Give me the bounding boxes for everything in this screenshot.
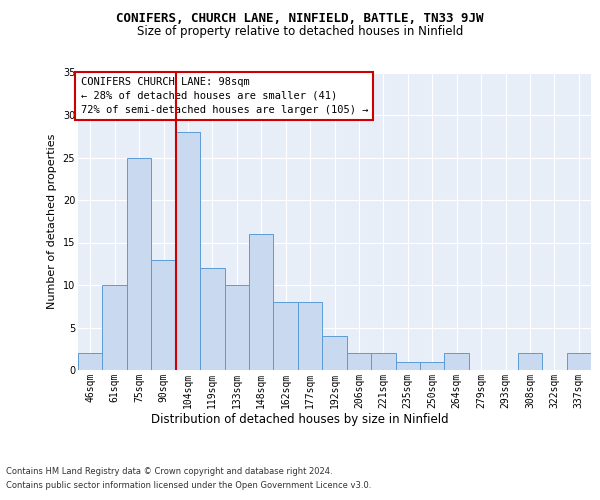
Bar [298,302,322,370]
Bar [371,353,395,370]
Text: Size of property relative to detached houses in Ninfield: Size of property relative to detached ho… [137,25,463,38]
Bar [395,362,420,370]
Bar [445,353,469,370]
Bar [78,353,103,370]
Bar [322,336,347,370]
Text: CONIFERS, CHURCH LANE, NINFIELD, BATTLE, TN33 9JW: CONIFERS, CHURCH LANE, NINFIELD, BATTLE,… [116,12,484,26]
Text: CONIFERS CHURCH LANE: 98sqm
← 28% of detached houses are smaller (41)
72% of sem: CONIFERS CHURCH LANE: 98sqm ← 28% of det… [80,77,368,115]
Bar [518,353,542,370]
Text: Contains HM Land Registry data © Crown copyright and database right 2024.: Contains HM Land Registry data © Crown c… [6,468,332,476]
Bar [127,158,151,370]
Bar [249,234,274,370]
Text: Distribution of detached houses by size in Ninfield: Distribution of detached houses by size … [151,412,449,426]
Bar [274,302,298,370]
Bar [151,260,176,370]
Bar [103,285,127,370]
Bar [224,285,249,370]
Bar [420,362,445,370]
Text: Contains public sector information licensed under the Open Government Licence v3: Contains public sector information licen… [6,481,371,490]
Bar [200,268,224,370]
Bar [347,353,371,370]
Bar [176,132,200,370]
Y-axis label: Number of detached properties: Number of detached properties [47,134,57,309]
Bar [566,353,591,370]
